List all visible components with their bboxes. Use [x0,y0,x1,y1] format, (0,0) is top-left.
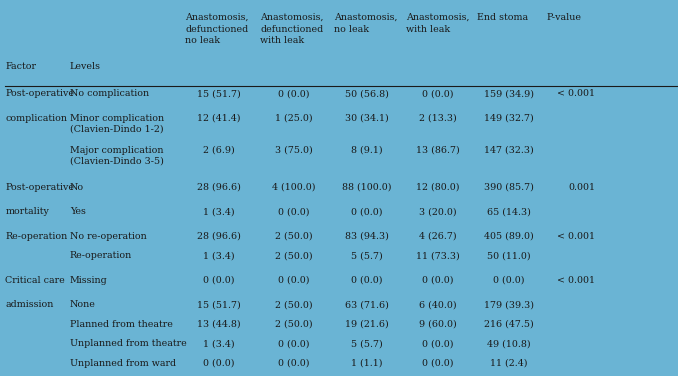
Text: 6 (40.0): 6 (40.0) [419,300,456,309]
Text: 28 (96.6): 28 (96.6) [197,183,241,192]
Text: 0 (0.0): 0 (0.0) [278,276,309,285]
Text: 0 (0.0): 0 (0.0) [422,89,454,99]
Text: 9 (60.0): 9 (60.0) [419,320,456,329]
Text: 216 (47.5): 216 (47.5) [484,320,534,329]
Text: Post-operative: Post-operative [5,183,75,192]
Text: mortality: mortality [5,207,49,216]
Text: complication: complication [5,114,67,123]
Text: 2 (13.3): 2 (13.3) [419,114,456,123]
Text: 159 (34.9): 159 (34.9) [484,89,534,99]
Text: End stoma: End stoma [477,13,528,22]
Text: Anastomosis,
no leak: Anastomosis, no leak [334,13,398,33]
Text: Critical care: Critical care [5,276,65,285]
Text: 0 (0.0): 0 (0.0) [278,89,309,99]
Text: Unplanned from ward: Unplanned from ward [70,359,176,368]
Text: Post-operative: Post-operative [5,89,75,99]
Text: < 0.001: < 0.001 [557,232,595,241]
Text: Levels: Levels [70,62,101,71]
Text: Planned from theatre: Planned from theatre [70,320,173,329]
Text: 13 (44.8): 13 (44.8) [197,320,241,329]
Text: No: No [70,183,84,192]
Text: 2 (50.0): 2 (50.0) [275,232,313,241]
Text: Re-operation: Re-operation [70,251,132,260]
Text: Major complication
(Clavien-Dindo 3-5): Major complication (Clavien-Dindo 3-5) [70,146,163,166]
Text: < 0.001: < 0.001 [557,276,595,285]
Text: 0 (0.0): 0 (0.0) [203,276,235,285]
Text: Anastomosis,
defunctioned
no leak: Anastomosis, defunctioned no leak [186,13,249,45]
Text: 3 (75.0): 3 (75.0) [275,146,313,155]
Text: 63 (71.6): 63 (71.6) [344,300,388,309]
Text: Minor complication
(Clavien-Dindo 1-2): Minor complication (Clavien-Dindo 1-2) [70,114,164,134]
Text: 1 (1.1): 1 (1.1) [351,359,382,368]
Text: 0.001: 0.001 [568,183,595,192]
Text: Anastomosis,
defunctioned
with leak: Anastomosis, defunctioned with leak [260,13,323,45]
Text: 0 (0.0): 0 (0.0) [422,359,454,368]
Text: 65 (14.3): 65 (14.3) [487,207,531,216]
Text: No re-operation: No re-operation [70,232,146,241]
Text: admission: admission [5,300,54,309]
Text: P-value: P-value [547,13,582,22]
Text: 4 (100.0): 4 (100.0) [272,183,315,192]
Text: 1 (3.4): 1 (3.4) [203,251,235,260]
Text: 13 (86.7): 13 (86.7) [416,146,460,155]
Text: Factor: Factor [5,62,37,71]
Text: 11 (73.3): 11 (73.3) [416,251,460,260]
Text: 147 (32.3): 147 (32.3) [484,146,534,155]
Text: 83 (94.3): 83 (94.3) [344,232,388,241]
Text: 1 (25.0): 1 (25.0) [275,114,313,123]
Text: 12 (41.4): 12 (41.4) [197,114,241,123]
Text: Re-operation: Re-operation [5,232,68,241]
Text: 0 (0.0): 0 (0.0) [351,207,382,216]
Text: 2 (50.0): 2 (50.0) [275,251,313,260]
Text: 0 (0.0): 0 (0.0) [203,359,235,368]
Text: None: None [70,300,96,309]
Text: 0 (0.0): 0 (0.0) [278,207,309,216]
Text: 12 (80.0): 12 (80.0) [416,183,460,192]
Text: 179 (39.3): 179 (39.3) [484,300,534,309]
Text: 8 (9.1): 8 (9.1) [351,146,382,155]
Text: 0 (0.0): 0 (0.0) [351,276,382,285]
Text: 11 (2.4): 11 (2.4) [490,359,527,368]
Text: Anastomosis,
with leak: Anastomosis, with leak [405,13,469,33]
Text: 88 (100.0): 88 (100.0) [342,183,391,192]
Text: 2 (50.0): 2 (50.0) [275,320,313,329]
Text: < 0.001: < 0.001 [557,89,595,99]
Text: 405 (89.0): 405 (89.0) [484,232,534,241]
Text: 19 (21.6): 19 (21.6) [344,320,388,329]
Text: 0 (0.0): 0 (0.0) [493,276,525,285]
Text: 50 (56.8): 50 (56.8) [344,89,388,99]
Text: 5 (5.7): 5 (5.7) [351,339,382,348]
Text: 30 (34.1): 30 (34.1) [344,114,388,123]
Text: 149 (32.7): 149 (32.7) [484,114,534,123]
Text: Unplanned from theatre: Unplanned from theatre [70,339,186,348]
Text: 1 (3.4): 1 (3.4) [203,207,235,216]
Text: 50 (11.0): 50 (11.0) [487,251,531,260]
Text: 0 (0.0): 0 (0.0) [278,339,309,348]
Text: 0 (0.0): 0 (0.0) [422,339,454,348]
Text: 15 (51.7): 15 (51.7) [197,300,241,309]
Text: 4 (26.7): 4 (26.7) [419,232,456,241]
Text: No complication: No complication [70,89,149,99]
Text: 0 (0.0): 0 (0.0) [422,276,454,285]
Text: 2 (50.0): 2 (50.0) [275,300,313,309]
Text: 49 (10.8): 49 (10.8) [487,339,531,348]
Text: 3 (20.0): 3 (20.0) [419,207,456,216]
Text: 15 (51.7): 15 (51.7) [197,89,241,99]
Text: 2 (6.9): 2 (6.9) [203,146,235,155]
Text: 0 (0.0): 0 (0.0) [278,359,309,368]
Text: 390 (85.7): 390 (85.7) [484,183,534,192]
Text: 5 (5.7): 5 (5.7) [351,251,382,260]
Text: 28 (96.6): 28 (96.6) [197,232,241,241]
Text: 1 (3.4): 1 (3.4) [203,339,235,348]
Text: Missing: Missing [70,276,108,285]
Text: Yes: Yes [70,207,85,216]
